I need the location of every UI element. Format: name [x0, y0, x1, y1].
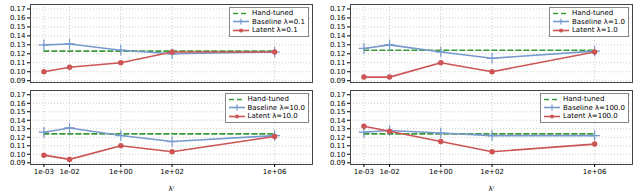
- svg-text:0.09: 0.09: [10, 77, 26, 85]
- html-text:Baseline λ=1.0: Baseline λ=1.0: [572, 17, 625, 26]
- svg-text:0.09: 0.09: [330, 77, 346, 85]
- svg-text:λʳ: λʳ: [489, 185, 495, 193]
- svg-text:0.15: 0.15: [330, 108, 346, 116]
- svg-text:0.10: 0.10: [330, 68, 346, 76]
- svg-text:1e-02: 1e-02: [379, 168, 399, 176]
- svg-text:0.13: 0.13: [10, 125, 26, 133]
- svg-text:1e-03: 1e-03: [34, 168, 54, 176]
- html-text:Hand-tuned: Hand-tuned: [247, 95, 289, 103]
- svg-text:0.14: 0.14: [10, 117, 26, 125]
- svg-text:1e-03: 1e-03: [354, 168, 374, 176]
- svg-text:0.14: 0.14: [10, 32, 26, 40]
- svg-text:1e-02: 1e-02: [59, 168, 79, 176]
- svg-text:0.12: 0.12: [10, 50, 26, 58]
- html-text:Hand-tuned: Hand-tuned: [252, 9, 294, 17]
- html-text:Latent λ=10.0: Latent λ=10.0: [247, 112, 298, 120]
- svg-text:0.13: 0.13: [10, 41, 26, 49]
- svg-text:0.10: 0.10: [330, 151, 346, 159]
- svg-text:0.12: 0.12: [330, 134, 346, 142]
- svg-text:0.16: 0.16: [10, 14, 26, 22]
- svg-text:0.17: 0.17: [330, 5, 346, 13]
- svg-text:0.11: 0.11: [330, 59, 346, 67]
- svg-text:1e+02: 1e+02: [160, 168, 184, 176]
- html-text:Hand-tuned: Hand-tuned: [572, 9, 614, 17]
- svg-text:1e+00: 1e+00: [429, 168, 453, 176]
- html-text:Latent λ=100.0: Latent λ=100.0: [563, 112, 618, 120]
- svg-text:0.15: 0.15: [10, 23, 26, 31]
- html-text:Baseline λ=0.1: Baseline λ=0.1: [252, 17, 305, 26]
- svg-text:1e+06: 1e+06: [263, 168, 287, 176]
- svg-text:1e+06: 1e+06: [583, 168, 607, 176]
- svg-text:0.16: 0.16: [330, 99, 346, 107]
- svg-text:0.14: 0.14: [330, 117, 346, 125]
- svg-text:0.16: 0.16: [330, 14, 346, 22]
- svg-text:0.10: 0.10: [10, 68, 26, 76]
- html-text:Latent λ=1.0: Latent λ=1.0: [572, 26, 618, 34]
- svg-text:0.17: 0.17: [10, 91, 26, 99]
- html-text:Baseline λ=10.0: Baseline λ=10.0: [247, 103, 305, 112]
- svg-text:1e+00: 1e+00: [109, 168, 133, 176]
- svg-text:0.10: 0.10: [10, 151, 26, 159]
- svg-text:0.15: 0.15: [10, 108, 26, 116]
- svg-text:0.09: 0.09: [330, 159, 346, 167]
- svg-text:0.09: 0.09: [10, 159, 26, 167]
- html-text:Baseline λ=100.0: Baseline λ=100.0: [563, 103, 625, 112]
- svg-text:1e+02: 1e+02: [480, 168, 504, 176]
- svg-text:0.11: 0.11: [330, 142, 346, 150]
- svg-text:0.11: 0.11: [10, 59, 26, 67]
- html-text:Hand-tuned: Hand-tuned: [563, 95, 605, 103]
- svg-text:0.15: 0.15: [330, 23, 346, 31]
- svg-text:λʳ: λʳ: [169, 185, 175, 193]
- svg-text:0.13: 0.13: [330, 41, 346, 49]
- svg-text:0.17: 0.17: [330, 91, 346, 99]
- svg-text:0.17: 0.17: [10, 5, 26, 13]
- svg-text:0.16: 0.16: [10, 99, 26, 107]
- svg-text:0.11: 0.11: [10, 142, 26, 150]
- svg-text:0.13: 0.13: [330, 125, 346, 133]
- svg-text:0.12: 0.12: [330, 50, 346, 58]
- html-text:Latent λ=0.1: Latent λ=0.1: [252, 26, 298, 34]
- svg-text:0.14: 0.14: [330, 32, 346, 40]
- svg-text:0.12: 0.12: [10, 134, 26, 142]
